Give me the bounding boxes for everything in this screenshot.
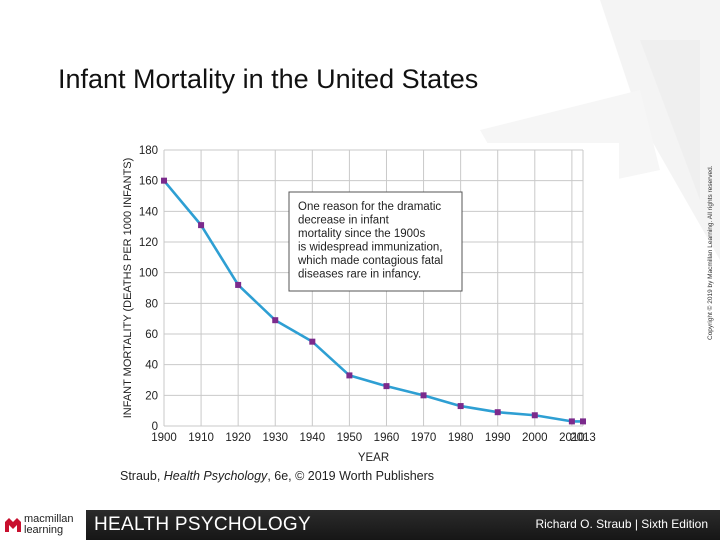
y-tick-label: 40 (145, 360, 158, 372)
figure-credit: Straub, Health Psychology, 6e, © 2019 Wo… (120, 469, 434, 483)
x-tick-label: 1980 (448, 432, 474, 444)
data-point (420, 392, 427, 399)
y-tick-label: 160 (139, 176, 158, 188)
chart-figure: 0 20 40 60 80 100 120 140 160 180 1900 1910 1920 1930… (103, 143, 619, 488)
footer-book-title: HEALTH PSYCHOLOGY (94, 514, 311, 535)
x-tick-label: 2010 (559, 432, 585, 444)
footer-author-edition: Richard O. Straub | Sixth Edition (535, 517, 708, 531)
x-tick-label: 1930 (262, 432, 288, 444)
data-point (235, 281, 242, 288)
x-tick-label: 1920 (225, 432, 251, 444)
slide-title: Infant Mortality in the United States (58, 64, 479, 94)
y-tick-label: 80 (145, 298, 158, 310)
credit-rest: , 6e, © 2019 Worth Publishers (267, 469, 435, 483)
x-tick-label: 1970 (411, 432, 437, 444)
x-axis-label: YEAR (358, 452, 389, 464)
copyright-notice: Copyright © 2019 by Macmillan Learning. … (707, 165, 714, 340)
credit-book: Health Psychology (163, 469, 268, 483)
infant-mortality-chart: 0 20 40 60 80 100 120 140 160 180 1900 1910 1920 1930… (122, 145, 596, 464)
publisher-name: macmillan learning (24, 514, 74, 536)
data-point (568, 418, 575, 425)
data-point (198, 222, 205, 229)
y-tick-label: 20 (145, 390, 158, 402)
data-point (531, 412, 538, 419)
x-tick-label: 1960 (374, 432, 400, 444)
x-tick-label: 2000 (522, 432, 548, 444)
y-tick-label: 180 (139, 145, 158, 157)
data-point (161, 177, 167, 184)
publisher-logo: macmillan learning (0, 510, 86, 540)
data-point (272, 317, 279, 324)
data-point (494, 409, 501, 416)
brand-line2: learning (24, 524, 64, 536)
x-tick-label: 1910 (188, 432, 214, 444)
data-point (457, 403, 464, 410)
data-point (383, 383, 390, 390)
x-tick-label: 1900 (151, 432, 177, 444)
footer: macmillan learning HEALTH PSYCHOLOGY Ric… (0, 510, 720, 540)
data-point (580, 418, 586, 425)
y-tick-label: 60 (145, 329, 158, 341)
data-point (346, 372, 353, 379)
macmillan-logo-icon (5, 518, 21, 532)
x-tick-label: 2013 (570, 432, 596, 444)
credit-author: Straub, (120, 469, 164, 483)
y-tick-label: 120 (139, 237, 158, 249)
brand-line1: macmillan (24, 513, 74, 525)
y-tick-label: 0 (152, 421, 158, 433)
footer-bar: HEALTH PSYCHOLOGY Richard O. Straub | Si… (86, 510, 720, 540)
y-tick-label: 100 (139, 268, 158, 280)
data-point (309, 338, 316, 345)
x-tick-label: 1950 (337, 432, 363, 444)
x-tick-label: 1990 (485, 432, 511, 444)
x-tick-label: 1940 (300, 432, 326, 444)
annotation-text: One reason for the dramatic decrease in i… (297, 201, 443, 281)
y-tick-label: 140 (139, 206, 158, 218)
annotation-box (288, 191, 463, 292)
y-axis-label: INFANT MORTALITY (DEATHS PER 1000 INFANT… (122, 158, 134, 419)
